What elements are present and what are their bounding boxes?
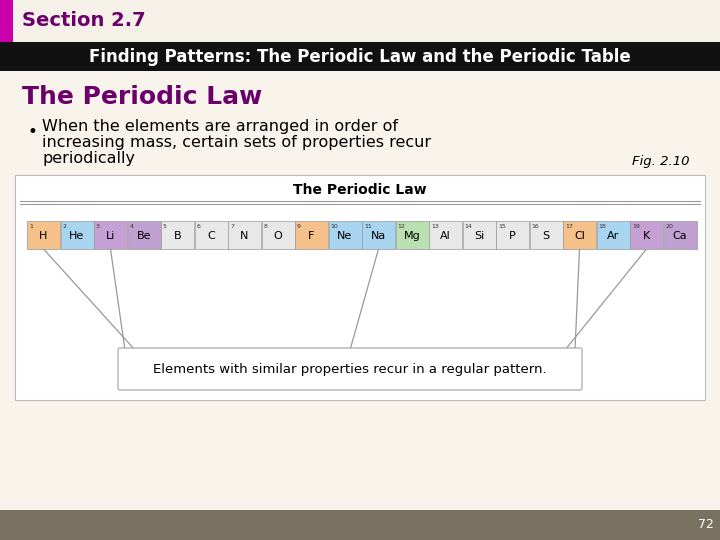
Text: Na: Na <box>371 231 386 241</box>
Text: 17: 17 <box>565 224 573 229</box>
Text: Ne: Ne <box>338 231 353 241</box>
Text: The Periodic Law: The Periodic Law <box>22 85 262 109</box>
Bar <box>0 42 720 71</box>
Text: 12: 12 <box>397 224 405 229</box>
Bar <box>563 221 596 249</box>
Text: Fig. 2.10: Fig. 2.10 <box>632 156 690 168</box>
Bar <box>161 221 194 249</box>
Text: Mg: Mg <box>404 231 420 241</box>
Text: 20: 20 <box>665 224 673 229</box>
Text: O: O <box>274 231 282 241</box>
Text: C: C <box>207 231 215 241</box>
Text: N: N <box>240 231 248 241</box>
Bar <box>395 221 428 249</box>
Text: Be: Be <box>137 231 151 241</box>
Text: 5: 5 <box>163 224 167 229</box>
Bar <box>15 175 705 400</box>
Bar <box>0 0 720 42</box>
Text: 15: 15 <box>498 224 505 229</box>
Text: Elements with similar properties recur in a regular pattern.: Elements with similar properties recur i… <box>153 362 546 375</box>
Text: Si: Si <box>474 231 484 241</box>
Bar <box>194 221 228 249</box>
Text: 9: 9 <box>297 224 301 229</box>
Bar <box>529 221 562 249</box>
Text: 13: 13 <box>431 224 439 229</box>
Text: Section 2.7: Section 2.7 <box>22 11 145 30</box>
Text: 6: 6 <box>197 224 200 229</box>
Text: 3: 3 <box>96 224 100 229</box>
Text: H: H <box>40 231 48 241</box>
Text: 2: 2 <box>63 224 66 229</box>
Bar <box>261 221 294 249</box>
Text: 7: 7 <box>230 224 234 229</box>
Text: 10: 10 <box>330 224 338 229</box>
Bar <box>630 221 663 249</box>
Text: K: K <box>643 231 650 241</box>
Bar <box>127 221 161 249</box>
Bar <box>0 510 720 540</box>
Text: Finding Patterns: The Periodic Law and the Periodic Table: Finding Patterns: The Periodic Law and t… <box>89 48 631 66</box>
Text: Ca: Ca <box>672 231 688 241</box>
Text: 11: 11 <box>364 224 372 229</box>
Text: 16: 16 <box>531 224 539 229</box>
Text: increasing mass, certain sets of properties recur: increasing mass, certain sets of propert… <box>42 136 431 151</box>
Bar <box>362 221 395 249</box>
Text: •: • <box>28 123 38 141</box>
Text: 18: 18 <box>598 224 606 229</box>
Text: 19: 19 <box>632 224 640 229</box>
Bar <box>0 0 13 42</box>
Text: Li: Li <box>106 231 115 241</box>
Text: periodically: periodically <box>42 152 135 166</box>
Text: The Periodic Law: The Periodic Law <box>293 183 427 197</box>
Text: 4: 4 <box>130 224 133 229</box>
Bar <box>429 221 462 249</box>
Text: 1: 1 <box>29 224 33 229</box>
Bar <box>596 221 629 249</box>
Text: He: He <box>69 231 85 241</box>
Bar <box>462 221 495 249</box>
FancyBboxPatch shape <box>118 348 582 390</box>
Text: F: F <box>308 231 315 241</box>
Text: 8: 8 <box>264 224 267 229</box>
Text: Cl: Cl <box>574 231 585 241</box>
Bar <box>60 221 94 249</box>
Text: 72: 72 <box>698 518 714 531</box>
Bar <box>94 221 127 249</box>
Text: P: P <box>509 231 516 241</box>
Text: 14: 14 <box>464 224 472 229</box>
Text: B: B <box>174 231 181 241</box>
Text: S: S <box>542 231 549 241</box>
Bar <box>228 221 261 249</box>
Bar <box>295 221 328 249</box>
Bar <box>496 221 529 249</box>
Bar <box>27 221 60 249</box>
Text: Al: Al <box>440 231 451 241</box>
Text: When the elements are arranged in order of: When the elements are arranged in order … <box>42 119 398 134</box>
Bar <box>0 70 720 510</box>
Text: Ar: Ar <box>607 231 619 241</box>
Bar <box>328 221 361 249</box>
Bar <box>664 221 696 249</box>
